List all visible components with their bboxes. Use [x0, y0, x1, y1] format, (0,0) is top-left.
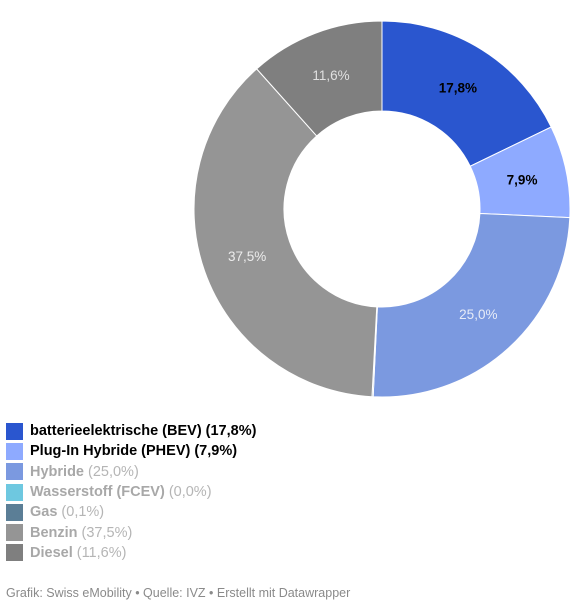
- slice-label-0: 17,8%: [439, 80, 477, 95]
- legend-swatch: [6, 463, 23, 481]
- donut-slice-0: [381, 20, 552, 167]
- legend-label: Wasserstoff (FCEV): [30, 484, 165, 501]
- footer-credit: Grafik: Swiss eMobility • Quelle: IVZ • …: [6, 586, 351, 600]
- legend-item: Wasserstoff (FCEV) (0,0%): [6, 482, 256, 502]
- legend-item: batterieelektrische (BEV) (17,8%): [6, 421, 256, 441]
- legend-label: Diesel: [30, 544, 73, 561]
- legend-item: Diesel (11,6%): [6, 543, 256, 563]
- legend-item: Gas (0,1%): [6, 502, 256, 522]
- slice-label-2: 25,0%: [459, 307, 497, 322]
- legend-swatch: [6, 442, 23, 460]
- legend-swatch: [6, 422, 23, 440]
- legend-value: (25,0%): [88, 463, 139, 480]
- legend-value: (7,9%): [194, 443, 238, 460]
- slice-label-6: 11,6%: [312, 68, 349, 83]
- legend-value: (37,5%): [81, 524, 133, 541]
- donut-chart: 17,8% 7,9% 25,0% 37,5% 11,6%: [193, 20, 571, 398]
- legend: batterieelektrische (BEV) (17,8%) Plug-In …: [6, 421, 256, 563]
- legend-value: (0,1%): [61, 504, 105, 521]
- legend-swatch: [6, 483, 23, 501]
- legend-swatch: [6, 503, 23, 521]
- slice-label-1: 7,9%: [507, 173, 538, 188]
- legend-swatch: [6, 524, 23, 542]
- legend-value: (17,8%): [205, 423, 257, 440]
- legend-value: (0,0%): [168, 484, 212, 501]
- slice-label-5: 37,5%: [228, 249, 266, 264]
- legend-item: Hybride (25,0%): [6, 462, 256, 482]
- donut-slice-6: [255, 20, 383, 137]
- legend-label: Benzin: [30, 524, 78, 541]
- legend-label: Plug-In Hybride (PHEV): [30, 443, 191, 460]
- donut-slice-2: [372, 212, 571, 398]
- legend-swatch: [6, 544, 23, 562]
- legend-label: Gas: [30, 504, 58, 521]
- donut-slice-5: [193, 68, 378, 398]
- legend-label: batterieelektrische (BEV): [30, 423, 202, 440]
- legend-value: (11,6%): [76, 544, 127, 561]
- legend-item: Plug-In Hybride (PHEV) (7,9%): [6, 441, 256, 461]
- legend-item: Benzin (37,5%): [6, 522, 256, 542]
- legend-label: Hybride: [30, 463, 84, 480]
